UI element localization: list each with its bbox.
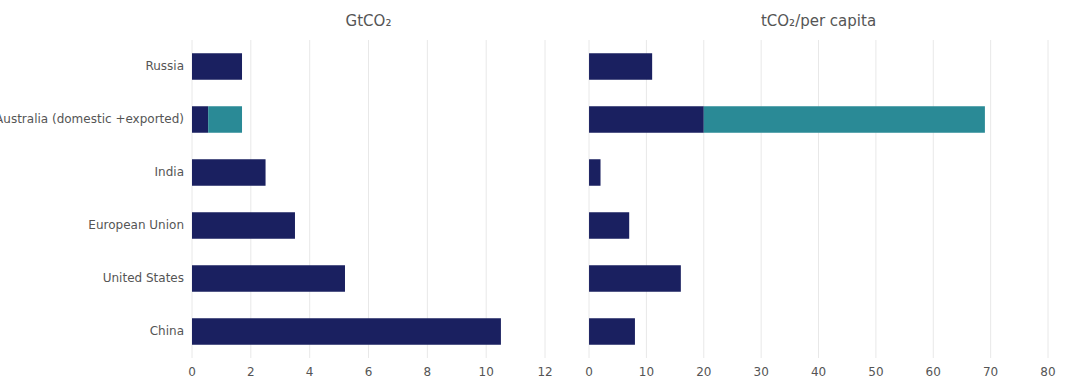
category-label: Russia <box>145 59 184 73</box>
bar-segment <box>589 159 600 186</box>
bar-segment <box>192 265 345 292</box>
bar-segment <box>294 212 295 239</box>
bar-segment <box>242 53 243 80</box>
bar-segment <box>192 212 295 239</box>
grid-line <box>990 40 991 358</box>
x-tick-label: 60 <box>926 365 941 379</box>
grid-line <box>589 40 590 358</box>
category-label: China <box>150 324 184 338</box>
bar-segment <box>680 265 681 292</box>
category-label: European Union <box>88 218 184 232</box>
bar-segment <box>192 159 266 186</box>
grid-line <box>309 40 310 358</box>
chart-title: tCO₂/per capita <box>761 12 876 30</box>
category-label: India <box>155 165 184 179</box>
x-tick-label: 40 <box>811 365 826 379</box>
x-tick-label: 4 <box>306 365 314 379</box>
grid-line <box>875 40 876 358</box>
grid-line <box>545 40 546 358</box>
bar-segment <box>629 212 630 239</box>
x-tick-label: 70 <box>983 365 998 379</box>
bar-segment <box>589 106 704 133</box>
bar-segment <box>600 159 601 186</box>
grid-line <box>427 40 428 358</box>
grid-line <box>646 40 647 358</box>
grid-line <box>703 40 704 358</box>
grid-line <box>250 40 251 358</box>
x-tick-label: 0 <box>188 365 196 379</box>
page: {"chart_data": [ {"type": "bar", "orient… <box>0 0 1070 392</box>
grid-line <box>761 40 762 358</box>
bar-segment <box>589 53 652 80</box>
category-label: Australia (domestic +exported) <box>0 112 184 126</box>
bar-segment <box>208 106 242 133</box>
chart-panel: GtCO₂ 0 2 4 6 8 10 12 Russia Australia (domestic … <box>0 12 553 379</box>
chart-title: GtCO₂ <box>346 12 392 30</box>
bar-segment <box>192 53 242 80</box>
bars <box>192 53 501 345</box>
x-tick-label: 6 <box>365 365 373 379</box>
bar-segment <box>344 265 345 292</box>
x-tick-label: 20 <box>696 365 711 379</box>
bar-segment <box>192 106 208 133</box>
bar-segment <box>265 159 266 186</box>
bar-segment <box>589 318 635 345</box>
bar-segment <box>704 106 985 133</box>
x-tick-label: 8 <box>424 365 432 379</box>
category-label: United States <box>103 271 184 285</box>
bar-segment <box>500 318 501 345</box>
x-tick-label: 50 <box>868 365 883 379</box>
bar-segment <box>589 212 629 239</box>
grid-line <box>486 40 487 358</box>
bar-segment <box>589 265 681 292</box>
x-tick-label: 80 <box>1040 365 1055 379</box>
x-tick-label: 0 <box>585 365 593 379</box>
x-tick-label: 2 <box>247 365 255 379</box>
grid-line <box>1048 40 1049 358</box>
grid-line <box>933 40 934 358</box>
grid-line <box>368 40 369 358</box>
bar-segment <box>192 318 501 345</box>
chart-figure: GtCO₂ 0 2 4 6 8 10 12 Russia Australia (domestic … <box>0 0 1070 392</box>
x-tick-label: 10 <box>479 365 494 379</box>
grid-line <box>818 40 819 358</box>
bar-segment <box>652 53 653 80</box>
bars <box>589 53 985 345</box>
grid-line <box>192 40 193 358</box>
x-tick-label: 12 <box>537 365 552 379</box>
x-tick-label: 10 <box>639 365 654 379</box>
chart-panel: tCO₂/per capita 0 10 20 30 40 50 60 70 80 <box>585 12 1055 379</box>
x-tick-label: 30 <box>754 365 769 379</box>
bar-segment <box>634 318 635 345</box>
